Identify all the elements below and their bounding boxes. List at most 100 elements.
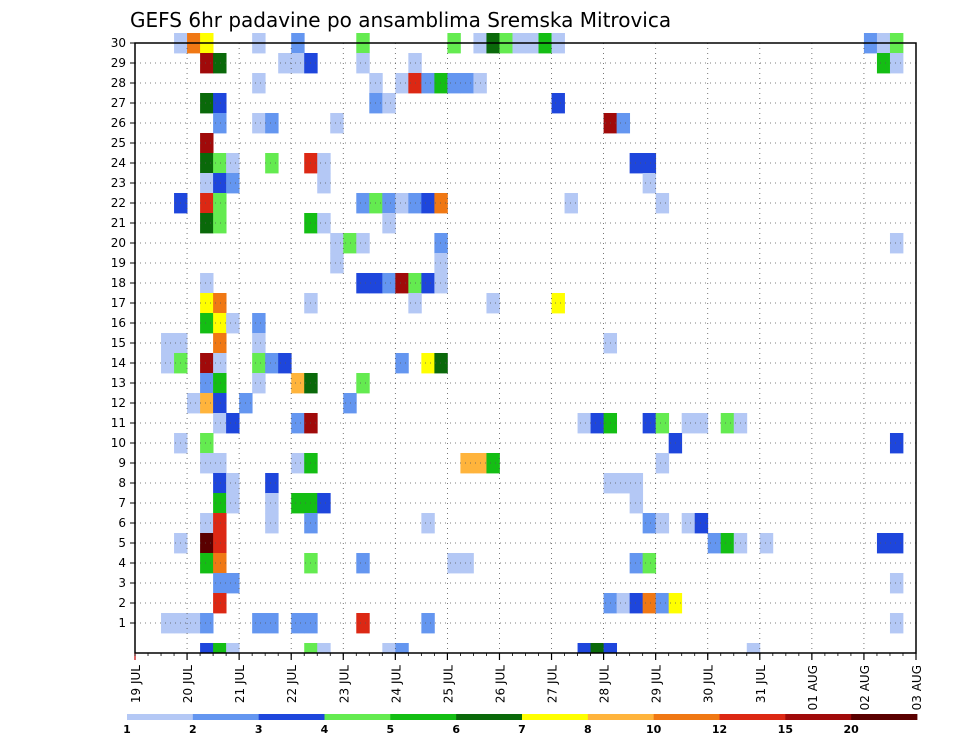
heatmap-cell bbox=[291, 493, 305, 514]
heatmap-cell bbox=[707, 533, 722, 554]
heatmap-cell bbox=[200, 313, 214, 334]
heatmap-cell bbox=[317, 173, 331, 194]
x-tick-label: 29 JUL bbox=[650, 665, 664, 703]
x-tick-label: 31 JUL bbox=[754, 665, 768, 703]
heatmap-cell bbox=[629, 553, 644, 574]
heatmap-cell bbox=[213, 353, 227, 374]
heatmap-cell bbox=[421, 193, 435, 214]
heatmap-cell bbox=[252, 113, 266, 134]
heatmap-cell bbox=[265, 113, 279, 134]
heatmap-cell bbox=[655, 453, 670, 474]
heatmap-cell bbox=[213, 193, 227, 214]
heatmap-cell bbox=[681, 413, 696, 434]
heatmap-cell bbox=[343, 393, 357, 414]
heatmap-cell bbox=[330, 253, 344, 274]
heatmap-cell bbox=[395, 353, 409, 374]
heatmap-cell bbox=[486, 293, 500, 314]
heatmap-cell bbox=[252, 613, 266, 634]
heatmap-cell bbox=[382, 193, 396, 214]
legend-label: 10 bbox=[646, 723, 662, 736]
y-tick-label: 27 bbox=[111, 96, 126, 110]
heatmap-cell bbox=[291, 413, 305, 434]
heatmap-cell bbox=[590, 413, 604, 434]
y-tick-label: 25 bbox=[111, 136, 126, 150]
y-tick-label: 18 bbox=[111, 276, 126, 290]
y-tick-label: 22 bbox=[111, 196, 126, 210]
heatmap-cell bbox=[200, 433, 214, 454]
legend-swatch bbox=[127, 714, 194, 720]
heatmap-cell bbox=[161, 333, 175, 354]
heatmap-cell bbox=[460, 453, 474, 474]
heatmap-cell bbox=[577, 643, 591, 654]
heatmap-cell bbox=[330, 233, 344, 254]
heatmap-cell bbox=[213, 333, 227, 354]
heatmap-cell bbox=[200, 193, 214, 214]
heatmap-cell bbox=[213, 453, 227, 474]
heatmap-cell bbox=[356, 273, 370, 294]
heatmap-cell bbox=[642, 173, 657, 194]
heatmap-cell bbox=[161, 613, 175, 634]
heatmap-cell bbox=[889, 533, 904, 554]
heatmap-cell bbox=[889, 433, 904, 454]
heatmap-cell bbox=[694, 513, 709, 534]
heatmap-cell bbox=[291, 373, 305, 394]
y-tick-label: 15 bbox=[111, 336, 126, 350]
heatmap-cell bbox=[486, 453, 500, 474]
heatmap-cell bbox=[291, 53, 305, 74]
x-axis: 19 JUL 20 JUL 21 JUL 22 JUL 23 JUL 24 JUL 25 J… bbox=[129, 653, 924, 710]
heatmap-cell bbox=[317, 643, 331, 654]
y-tick-label: 24 bbox=[111, 156, 126, 170]
x-tick-label: 03 AUG bbox=[910, 665, 924, 710]
heatmap-cell bbox=[213, 593, 227, 614]
heatmap-cells bbox=[161, 33, 904, 654]
y-tick-label: 6 bbox=[118, 516, 126, 530]
heatmap-cell bbox=[226, 413, 240, 434]
y-axis: 1234567891011121314151617181920212223242… bbox=[111, 36, 135, 630]
heatmap-cell bbox=[213, 573, 227, 594]
heatmap-cell bbox=[213, 473, 227, 494]
heatmap-cell bbox=[889, 573, 904, 594]
heatmap-cell bbox=[421, 353, 435, 374]
heatmap-cell bbox=[642, 513, 657, 534]
legend-swatch bbox=[324, 714, 391, 720]
heatmap-cell bbox=[317, 493, 331, 514]
legend-swatch bbox=[456, 714, 523, 720]
heatmap-cell bbox=[876, 533, 891, 554]
x-tick-label: 20 JUL bbox=[181, 665, 195, 703]
heatmap-cell bbox=[889, 53, 904, 74]
heatmap-cell bbox=[213, 393, 227, 414]
heatmap-cell bbox=[213, 113, 227, 134]
heatmap-cell bbox=[226, 173, 240, 194]
y-tick-label: 20 bbox=[111, 236, 126, 250]
heatmap-cell bbox=[447, 553, 461, 574]
heatmap-cell bbox=[421, 513, 435, 534]
legend-swatch bbox=[653, 714, 720, 720]
heatmap-cell bbox=[356, 193, 370, 214]
y-tick-label: 8 bbox=[118, 476, 126, 490]
heatmap-cell bbox=[759, 533, 774, 554]
heatmap-cell bbox=[577, 413, 591, 434]
heatmap-cell bbox=[265, 353, 279, 374]
heatmap-cell bbox=[213, 493, 227, 514]
legend-label: 12 bbox=[712, 723, 727, 736]
y-tick-label: 5 bbox=[118, 536, 126, 550]
heatmap-cell bbox=[616, 473, 631, 494]
heatmap-cell bbox=[213, 553, 227, 574]
chart-title: GEFS 6hr padavine po ansamblima Sremska … bbox=[130, 8, 671, 32]
heatmap-cell bbox=[421, 613, 435, 634]
heatmap-cell bbox=[642, 553, 657, 574]
legend-swatch bbox=[258, 714, 325, 720]
heatmap-cell bbox=[213, 293, 227, 314]
heatmap-cell bbox=[395, 193, 409, 214]
heatmap-cell bbox=[213, 643, 227, 654]
y-tick-label: 10 bbox=[111, 436, 126, 450]
y-tick-label: 29 bbox=[111, 56, 126, 70]
heatmap-cell bbox=[356, 233, 370, 254]
heatmap-cell bbox=[200, 173, 214, 194]
heatmap-cell bbox=[187, 613, 201, 634]
heatmap-cell bbox=[304, 643, 318, 654]
heatmap-cell bbox=[720, 413, 735, 434]
heatmap-cell bbox=[369, 273, 383, 294]
heatmap-cell bbox=[616, 113, 631, 134]
